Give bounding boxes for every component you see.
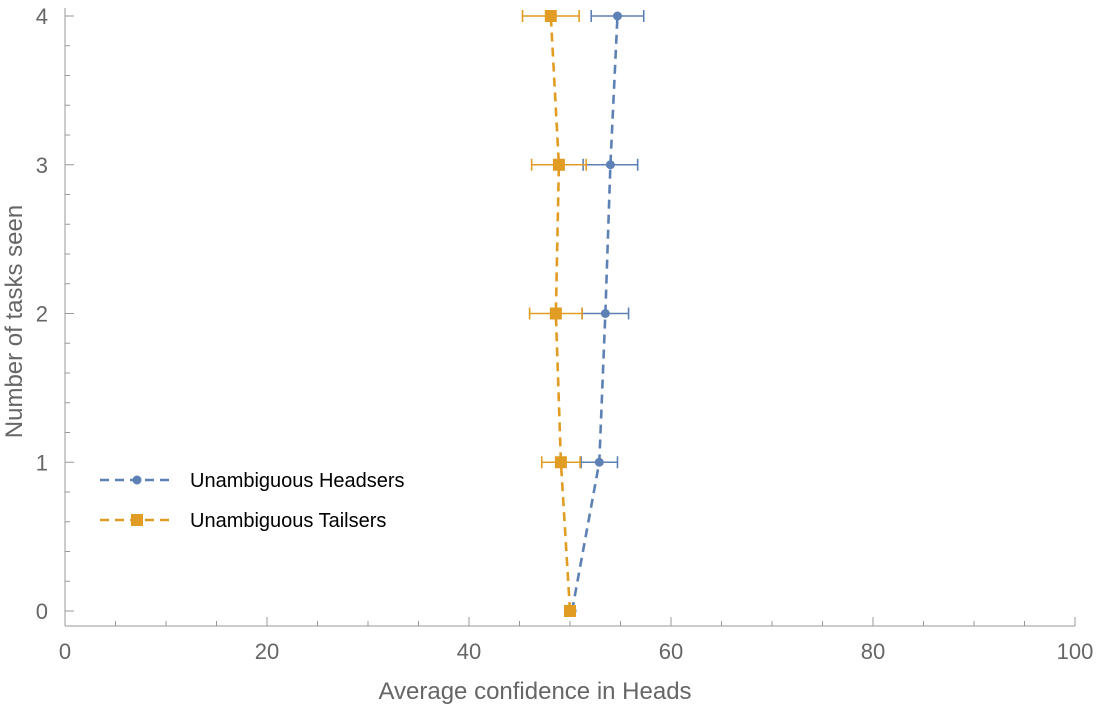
x-tick-label: 80 [861,639,885,664]
legend-marker [131,514,143,526]
data-point [612,11,622,21]
y-tick-label: 4 [36,4,48,29]
y-tick-label: 3 [36,153,48,178]
series-2 [521,10,587,617]
data-point [564,605,576,617]
data-point [600,309,610,318]
x-tick-label: 40 [457,639,481,664]
data-point [605,160,615,170]
y-tick-label: 2 [36,302,48,327]
data-point [544,10,557,22]
data-point [554,456,567,469]
legend-item: Unambiguous Headsers [100,470,405,492]
legend: Unambiguous Headsers Unambiguous Tailsers [100,470,405,532]
x-tick-label: 0 [59,639,71,664]
legend-label: Unambiguous Tailsers [190,510,386,532]
y-axis-title: Number of tasks seen [1,205,28,438]
x-axis-ticks: 0 20 40 60 80 100 [59,617,1093,664]
y-axis-ticks: 0 1 2 3 4 [36,4,74,624]
y-tick-label: 0 [36,599,48,624]
data-point [549,307,562,320]
axes [64,8,1075,627]
y-tick-label: 1 [36,450,48,475]
legend-item: Unambiguous Tailsers [100,510,386,532]
series-line [549,15,572,612]
legend-label: Unambiguous Headsers [190,470,405,492]
data-point [594,457,604,467]
series-layer [521,10,645,617]
data-point [552,158,565,171]
legend-marker [132,475,142,485]
x-tick-label: 100 [1057,639,1094,664]
x-tick-label: 60 [659,639,683,664]
x-axis-title: Average confidence in Heads [378,678,691,705]
x-tick-label: 20 [255,639,279,664]
